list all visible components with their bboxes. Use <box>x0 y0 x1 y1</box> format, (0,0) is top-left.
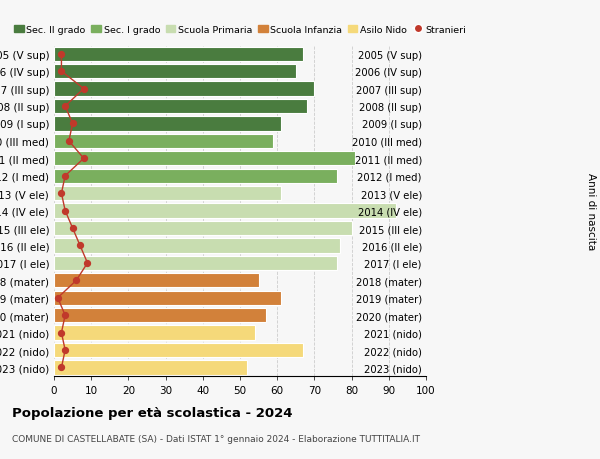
Bar <box>54 204 396 218</box>
Bar <box>54 326 255 340</box>
Bar <box>54 274 259 288</box>
Point <box>83 260 92 267</box>
Point <box>71 277 81 285</box>
Point <box>79 155 89 162</box>
Bar <box>54 187 281 201</box>
Bar <box>54 100 307 114</box>
Bar <box>54 343 303 358</box>
Point <box>56 329 66 336</box>
Bar <box>54 47 303 62</box>
Point <box>68 121 77 128</box>
Bar <box>54 134 274 149</box>
Point <box>56 364 66 371</box>
Bar <box>54 291 281 305</box>
Point <box>56 51 66 58</box>
Point <box>79 86 89 93</box>
Bar <box>54 82 314 96</box>
Point <box>61 347 70 354</box>
Bar <box>54 239 340 253</box>
Bar <box>54 361 247 375</box>
Bar <box>54 117 281 131</box>
Point <box>61 103 70 111</box>
Point <box>68 225 77 232</box>
Point <box>56 68 66 76</box>
Point <box>61 312 70 319</box>
Bar <box>54 152 355 166</box>
Bar <box>54 256 337 270</box>
Text: Anni di nascita: Anni di nascita <box>586 173 596 250</box>
Point <box>75 242 85 250</box>
Bar <box>54 65 296 79</box>
Bar <box>54 169 337 184</box>
Point <box>61 207 70 215</box>
Point <box>56 190 66 197</box>
Point <box>61 173 70 180</box>
Text: Popolazione per età scolastica - 2024: Popolazione per età scolastica - 2024 <box>12 406 293 419</box>
Point <box>64 138 74 145</box>
Bar <box>54 308 266 323</box>
Point <box>53 294 62 302</box>
Legend: Sec. II grado, Sec. I grado, Scuola Primaria, Scuola Infanzia, Asilo Nido, Stran: Sec. II grado, Sec. I grado, Scuola Prim… <box>14 26 466 34</box>
Text: COMUNE DI CASTELLABATE (SA) - Dati ISTAT 1° gennaio 2024 - Elaborazione TUTTITAL: COMUNE DI CASTELLABATE (SA) - Dati ISTAT… <box>12 434 420 443</box>
Bar <box>54 221 352 235</box>
